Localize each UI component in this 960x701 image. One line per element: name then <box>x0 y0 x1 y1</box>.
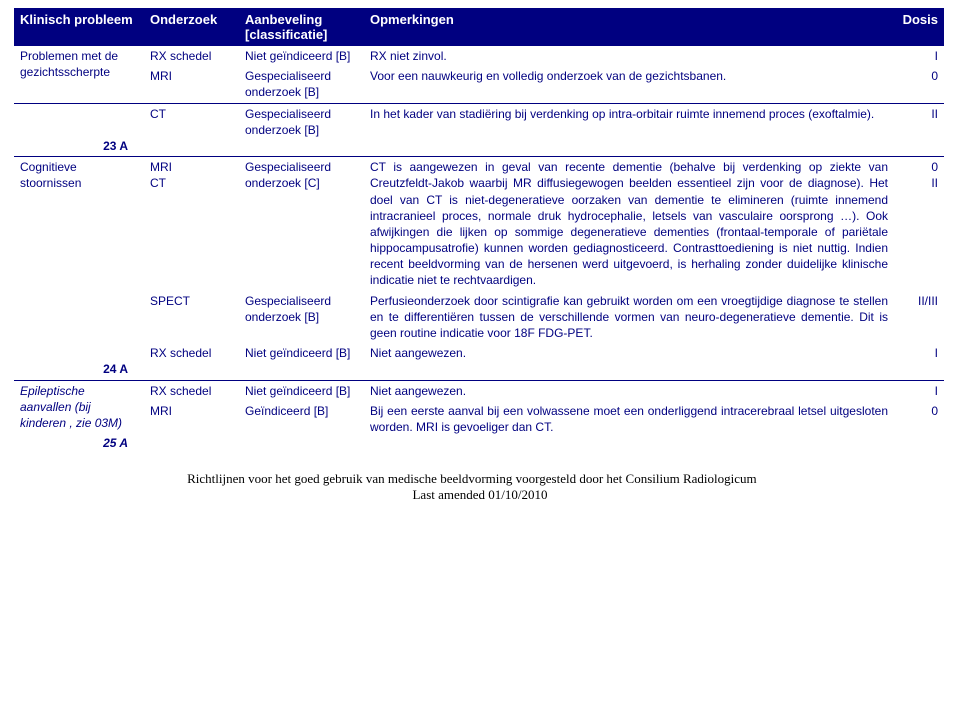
table-header-row: Klinisch probleem Onderzoek Aanbeveling … <box>14 8 944 46</box>
section-tag: 23 A <box>103 138 138 154</box>
cell-opmerking: Niet aangewezen. <box>364 343 894 363</box>
table-row <box>14 437 944 453</box>
table-row: 23 ACTGespecialiseerd onderzoek [B]In he… <box>14 104 944 140</box>
footer-line-2: Last amended 01/10/2010 <box>412 487 547 502</box>
problem-text: Problemen met de gezichtsscherpte <box>20 49 118 79</box>
cell-dosis: II <box>894 104 944 140</box>
page: Klinisch probleem Onderzoek Aanbeveling … <box>0 0 960 511</box>
cell-aanbeveling: Gespecialiseerd onderzoek [B] <box>239 291 364 344</box>
cell-opmerking: Voor een nauwkeurig en volledig onderzoe… <box>364 66 894 103</box>
cell-problem: Problemen met de gezichtsscherpte <box>14 46 144 103</box>
header-problem: Klinisch probleem <box>14 8 144 46</box>
cell-aanbeveling: Niet geïndiceerd [B] <box>239 46 364 66</box>
header-dosis: Dosis <box>894 8 944 46</box>
table-row <box>14 363 944 380</box>
cell-onderzoek: MRI <box>144 401 239 437</box>
cell-dosis: I <box>894 343 944 363</box>
cell-aanbeveling: Geïndiceerd [B] <box>239 401 364 437</box>
cell-problem: 23 A <box>14 104 144 157</box>
cell-onderzoek: SPECT <box>144 291 239 344</box>
cell-dosis: 0 <box>894 401 944 437</box>
table-row <box>14 140 944 157</box>
cell-dosis: 0II <box>894 157 944 291</box>
table-row: RX schedelNiet geïndiceerd [B]Niet aange… <box>14 343 944 363</box>
cell-opmerking: Niet aangewezen. <box>364 381 894 401</box>
cell-aanbeveling: Niet geïndiceerd [B] <box>239 381 364 401</box>
section-tag: 25 A <box>103 435 138 451</box>
cell-onderzoek: MRICT <box>144 157 239 291</box>
cell-onderzoek: MRI <box>144 66 239 103</box>
table-row: Problemen met de gezichtsscherpteRX sche… <box>14 46 944 66</box>
cell-opmerking: Perfusieonderzoek door scintigrafie kan … <box>364 291 894 344</box>
cell-dosis: I <box>894 381 944 401</box>
guideline-table: Klinisch probleem Onderzoek Aanbeveling … <box>14 8 944 453</box>
footer-line-1: Richtlijnen voor het goed gebruik van me… <box>187 471 757 486</box>
table-row: Cognitieve stoornissen24 AMRICTGespecial… <box>14 157 944 291</box>
table-row: MRIGespecialiseerd onderzoek [B]Voor een… <box>14 66 944 103</box>
cell-aanbeveling: Gespecialiseerd onderzoek [B] <box>239 66 364 103</box>
cell-dosis: I <box>894 46 944 66</box>
cell-opmerking: RX niet zinvol. <box>364 46 894 66</box>
header-aanbeveling: Aanbeveling [classificatie] <box>239 8 364 46</box>
cell-onderzoek: RX schedel <box>144 381 239 401</box>
cell-onderzoek: RX schedel <box>144 343 239 363</box>
section-tag: 24 A <box>103 361 138 377</box>
cell-dosis: II/III <box>894 291 944 344</box>
table-row: MRIGeïndiceerd [B]Bij een eerste aanval … <box>14 401 944 437</box>
problem-text: Epileptische aanvallen (bij kinderen , z… <box>20 384 122 430</box>
cell-aanbeveling: Gespecialiseerd onderzoek [B] <box>239 104 364 140</box>
cell-opmerking: Bij een eerste aanval bij een volwassene… <box>364 401 894 437</box>
table-row: SPECTGespecialiseerd onderzoek [B]Perfus… <box>14 291 944 344</box>
table-row: Epileptische aanvallen (bij kinderen , z… <box>14 381 944 401</box>
cell-problem: Cognitieve stoornissen 24 A <box>14 157 144 380</box>
cell-dosis: 0 <box>894 66 944 103</box>
page-footer: Richtlijnen voor het goed gebruik van me… <box>14 471 946 503</box>
header-onderzoek: Onderzoek <box>144 8 239 46</box>
cell-onderzoek: RX schedel <box>144 46 239 66</box>
problem-text: Cognitieve stoornissen <box>20 160 81 190</box>
cell-aanbeveling: Gespecialiseerd onderzoek [C] <box>239 157 364 291</box>
cell-onderzoek: CT <box>144 104 239 140</box>
cell-problem: Epileptische aanvallen (bij kinderen , z… <box>14 381 144 454</box>
header-opmerkingen: Opmerkingen <box>364 8 894 46</box>
cell-aanbeveling: Niet geïndiceerd [B] <box>239 343 364 363</box>
cell-opmerking: CT is aangewezen in geval van recente de… <box>364 157 894 291</box>
cell-opmerking: In het kader van stadiëring bij verdenki… <box>364 104 894 140</box>
